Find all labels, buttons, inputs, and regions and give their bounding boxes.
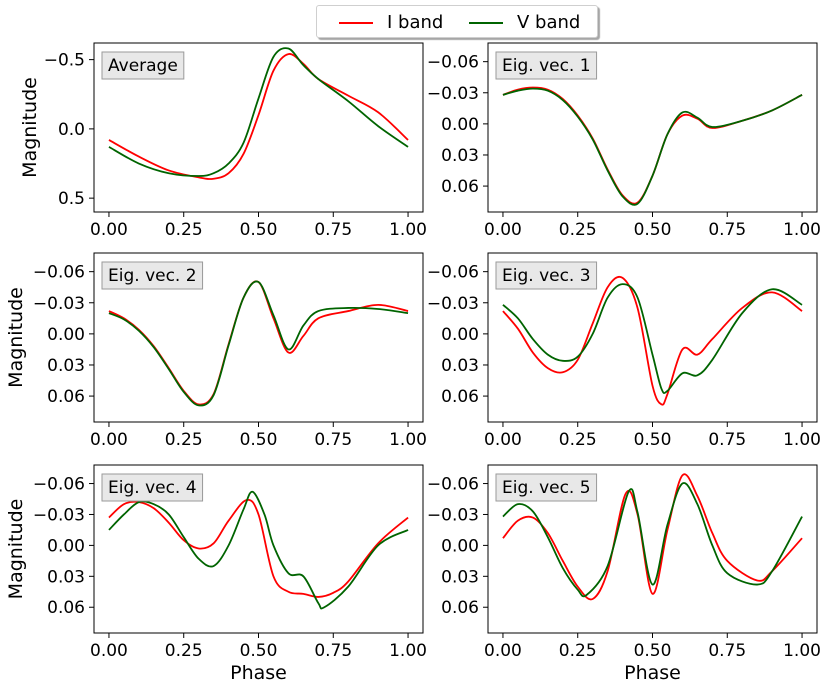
x-tick-label: 1.00 <box>389 641 427 661</box>
panel-title-box <box>495 261 598 290</box>
x-tick-label: 0.50 <box>634 641 672 661</box>
y-tick-label: −0.03 <box>427 84 479 104</box>
x-tick-label: 0.00 <box>484 430 522 450</box>
legend-entry-v-band: V band <box>469 6 580 39</box>
x-tick-label: 0.50 <box>240 430 278 450</box>
x-tick-label: 0.50 <box>240 220 278 240</box>
y-tick-label: −0.03 <box>33 294 85 314</box>
y-tick-label: 0.06 <box>441 598 479 618</box>
y-axis-label: Magnitude <box>5 287 27 388</box>
y-tick-label: 0.06 <box>47 387 85 407</box>
series-line-v-band <box>502 87 803 206</box>
subplot-eig-vec-3: 0.00 0.25 0.50 0.75 1.00 −0.06 −0.03 0.00 0.03 0.… <box>427 252 821 450</box>
subplot-eig-vec-4: 0.00 0.25 0.50 0.75 1.00 −0.06 −0.03 0.00 0.03 0.… <box>5 464 427 684</box>
x-tick-label: 0.25 <box>165 220 203 240</box>
y-tick-label: −0.06 <box>427 53 479 73</box>
legend-entry-i-band: I band <box>339 6 443 39</box>
y-axis-label: Magnitude <box>5 499 27 600</box>
series-line-i-band <box>502 275 803 406</box>
y-tick-label: −0.03 <box>427 505 479 525</box>
y-tick-label: −0.06 <box>427 475 479 495</box>
y-tick-label: 0.00 <box>441 115 479 135</box>
x-tick-label: 1.00 <box>783 430 821 450</box>
y-tick-label: −0.06 <box>427 263 479 283</box>
panel-title-box <box>495 51 598 80</box>
legend: I band V band <box>316 5 598 38</box>
x-tick-label: 1.00 <box>783 220 821 240</box>
x-tick-label: 0.75 <box>708 430 746 450</box>
legend-label-i-band: I band <box>387 12 444 33</box>
x-tick-label: 1.00 <box>389 220 427 240</box>
y-tick-label: −0.5 <box>44 51 85 71</box>
y-tick-label: 0.5 <box>58 189 85 209</box>
panel-title: Eig. vec. 3 <box>502 266 591 286</box>
y-tick-label: 0.06 <box>441 177 479 197</box>
x-tick-label: 0.00 <box>90 430 128 450</box>
y-tick-label: −0.06 <box>33 475 85 495</box>
series-line-v-band <box>108 490 409 610</box>
x-tick-label: 0.75 <box>314 220 352 240</box>
y-tick-label: −0.06 <box>33 263 85 283</box>
x-tick-label: 0.00 <box>90 220 128 240</box>
y-tick-label: 0.03 <box>441 567 479 587</box>
x-tick-label: 1.00 <box>783 641 821 661</box>
x-tick-label: 0.75 <box>314 641 352 661</box>
x-tick-label: 0.25 <box>559 430 597 450</box>
x-tick-label: 0.25 <box>165 641 203 661</box>
series-line-v-band <box>108 280 409 407</box>
x-axis-label: Phase <box>230 662 287 684</box>
x-tick-label: 0.75 <box>708 220 746 240</box>
y-tick-label: 0.06 <box>47 598 85 618</box>
x-tick-label: 0.25 <box>559 220 597 240</box>
y-tick-label: −0.03 <box>427 294 479 314</box>
y-tick-label: 0.06 <box>441 387 479 407</box>
series-line-v-band <box>108 47 409 177</box>
x-tick-label: 1.00 <box>389 430 427 450</box>
series-line-v-band <box>502 283 803 394</box>
panel-title: Eig. vec. 1 <box>502 56 591 76</box>
subplot-eig-vec-5: 0.00 0.25 0.50 0.75 1.00 −0.06 −0.03 0.00 0.03 0.… <box>427 464 821 684</box>
x-tick-label: 0.50 <box>634 220 672 240</box>
y-tick-label: 0.00 <box>441 325 479 345</box>
legend-swatch-i-band <box>339 21 373 24</box>
x-axis-label: Phase <box>624 662 681 684</box>
y-tick-label: 0.03 <box>441 356 479 376</box>
panel-title: Average <box>108 56 178 76</box>
x-tick-label: 0.50 <box>634 430 672 450</box>
subplot-eig-vec-1: 0.00 0.25 0.50 0.75 1.00 −0.06 −0.03 0.00 0.03 0.… <box>427 42 821 240</box>
x-tick-label: 0.50 <box>240 641 278 661</box>
x-tick-label: 0.25 <box>165 430 203 450</box>
subplot-eig-vec-2: 0.00 0.25 0.50 0.75 1.00 −0.06 −0.03 0.00 0.03 0.… <box>5 252 427 450</box>
x-tick-label: 0.00 <box>484 220 522 240</box>
y-axis-label: Magnitude <box>19 77 41 178</box>
panel-title-box <box>101 51 185 80</box>
series-line-v-band <box>502 482 803 598</box>
y-tick-label: 0.0 <box>58 120 85 140</box>
y-tick-label: 0.03 <box>47 567 85 587</box>
x-tick-label: 0.75 <box>708 641 746 661</box>
y-tick-label: 0.03 <box>441 146 479 166</box>
panel-title-box <box>101 473 204 502</box>
panel-title-box <box>495 473 598 502</box>
series-line-i-band <box>108 53 409 180</box>
x-tick-label: 0.00 <box>484 641 522 661</box>
panel-title: Eig. vec. 2 <box>108 266 197 286</box>
panel-title-box <box>101 261 204 290</box>
x-tick-label: 0.00 <box>90 641 128 661</box>
y-tick-label: −0.03 <box>33 505 85 525</box>
y-tick-label: 0.00 <box>47 325 85 345</box>
x-tick-label: 0.75 <box>314 430 352 450</box>
series-line-i-band <box>502 86 803 205</box>
y-tick-label: 0.03 <box>47 356 85 376</box>
x-tick-label: 0.25 <box>559 641 597 661</box>
subplot-average: 0.00 0.25 0.50 0.75 1.00 −0.5 0.0 0.5 Magnitude A… <box>19 42 427 240</box>
panel-title: Eig. vec. 5 <box>502 478 591 498</box>
y-tick-label: 0.00 <box>441 536 479 556</box>
legend-label-v-band: V band <box>517 12 581 33</box>
y-tick-label: 0.00 <box>47 536 85 556</box>
panel-title: Eig. vec. 4 <box>108 478 197 498</box>
legend-swatch-v-band <box>469 21 503 24</box>
